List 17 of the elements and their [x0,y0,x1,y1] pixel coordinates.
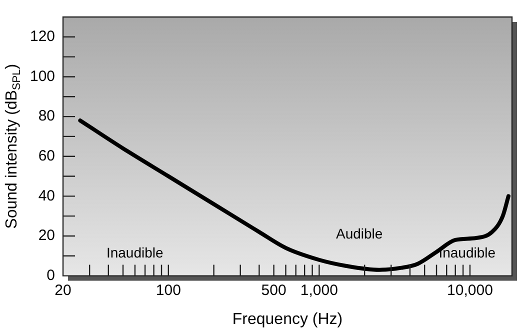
y-tick-label: 0 [46,266,56,284]
y-tick-label: 120 [30,28,56,46]
x-tick-label: 100 [156,282,181,299]
y-axis-title: Sound intensity (dBSPL) [3,64,24,229]
y-tick-label: 60 [38,147,56,164]
y-tick-label: 80 [38,108,56,125]
y-tick-label: 20 [38,227,56,244]
x-tick-label: 10,000 [447,282,493,299]
y-tick-label: 40 [38,187,56,204]
x-tick-label: 20 [54,282,72,299]
y-tick-label: 100 [30,68,56,85]
x-axis-title: Frequency (Hz) [232,310,343,328]
annotation: Inaudible [438,244,496,261]
x-tick-label: 1,000 [300,282,338,299]
x-tick-label: 500 [261,282,286,299]
annotation: Audible [336,225,383,242]
annotation: Inaudible [106,244,164,261]
